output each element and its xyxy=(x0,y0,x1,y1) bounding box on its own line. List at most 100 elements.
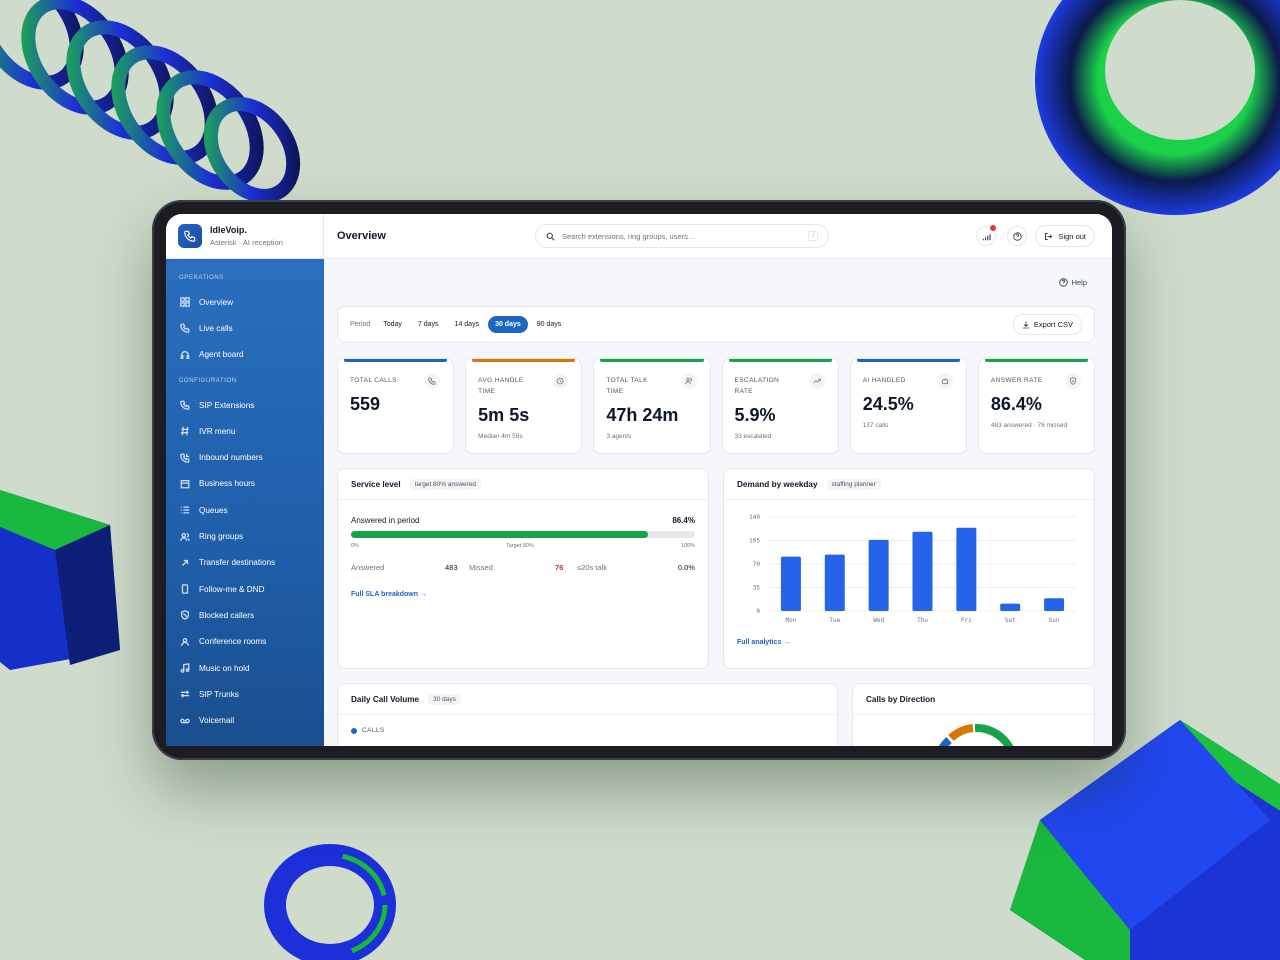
users-icon xyxy=(680,373,697,389)
grid-icon xyxy=(180,297,190,307)
bar-mon[interactable] xyxy=(780,556,801,611)
kpi-avg-handle-time[interactable]: AVG HANDLE TIME 5m 5s Median 4m 59s xyxy=(465,358,583,454)
kpi-answer-rate[interactable]: ANSWER RATE 86.4% 483 answered · 76 miss… xyxy=(977,358,1096,454)
notifications-button[interactable] xyxy=(976,225,996,246)
bar-wed[interactable] xyxy=(868,539,889,611)
tick-0: 0% xyxy=(351,543,359,549)
calendar-icon xyxy=(180,479,190,489)
answered-in-period-value: 86.4% xyxy=(672,516,695,525)
sidebar-item-transfer-destinations[interactable]: Transfer destinations xyxy=(166,550,324,576)
sidebar-item-inbound-numbers[interactable]: Inbound numbers xyxy=(166,444,324,470)
user-group-icon xyxy=(181,637,189,646)
main-content: Overview Search extensions, ring groups,… xyxy=(324,214,1112,746)
period-14-days[interactable]: 14 days xyxy=(454,321,480,328)
kpi-sub: Median 4m 59s xyxy=(478,433,523,440)
export-csv-button[interactable]: Export CSV xyxy=(1012,314,1082,335)
missed-label: Missed xyxy=(469,563,493,572)
x-tick-label: Mon xyxy=(786,617,797,624)
kpi-label: ANSWER RATE xyxy=(990,377,1043,384)
sidebar-item-overview[interactable]: Overview xyxy=(166,289,324,315)
period-30-days[interactable]: 30 days xyxy=(488,316,528,333)
donut-segment-outbound xyxy=(938,737,952,746)
sidebar-item-live-calls[interactable]: Live calls xyxy=(166,315,324,341)
phone-call-icon xyxy=(180,324,190,334)
help-link[interactable]: Help xyxy=(1058,278,1087,287)
period-90-days[interactable]: 90 days xyxy=(536,321,562,328)
page-title: Overview xyxy=(337,230,386,242)
sidebar-item-sip-trunks[interactable]: SIP Trunks xyxy=(166,681,324,707)
smartphone-icon xyxy=(181,584,189,594)
help-icon-button[interactable] xyxy=(1007,226,1027,246)
sidebar-item-queues[interactable]: Queues xyxy=(166,497,324,523)
sign-out-label: Sign out xyxy=(1058,231,1086,241)
kpi-total-calls[interactable]: TOTAL CALLS 559 xyxy=(337,358,455,454)
y-tick-label: 105 xyxy=(749,538,760,545)
kpi-escalation-rate[interactable]: ESCALATION RATE 5.9% 33 escalated xyxy=(721,358,839,454)
sidebar-item-label: Blocked callers xyxy=(199,610,255,620)
calls-by-direction-card: Calls by Direction xyxy=(852,683,1095,746)
app-screen: IdleVoip. Asterisk · AI reception OPERAT… xyxy=(166,214,1112,746)
legend-label: CALLS xyxy=(362,727,385,734)
search-input[interactable]: Search extensions, ring groups, users… / xyxy=(535,224,829,248)
full-analytics-link[interactable]: Full analytics → xyxy=(737,639,791,646)
nav-section-configuration: CONFIGURATION xyxy=(179,377,237,384)
sidebar-item-ring-groups[interactable]: Ring groups xyxy=(166,523,324,549)
trending-up-icon xyxy=(808,373,825,389)
bar-fri[interactable] xyxy=(956,527,977,611)
full-sla-breakdown-link[interactable]: Full SLA breakdown → xyxy=(351,591,427,598)
bar-tue[interactable] xyxy=(824,554,845,611)
card-title: Demand by weekday xyxy=(737,479,818,489)
kpi-sub: 483 answered · 76 missed xyxy=(990,422,1068,429)
sidebar-item-agent-board[interactable]: Agent board xyxy=(166,342,324,368)
sidebar-item-conference-rooms[interactable]: Conference rooms xyxy=(166,629,324,655)
brand-subtitle: Asterisk · AI reception xyxy=(210,238,283,247)
sidebar-item-follow-me-dnd[interactable]: Follow-me & DND xyxy=(166,576,324,602)
answered-in-period-label: Answered in period xyxy=(351,516,420,525)
sidebar-item-ivr-menu[interactable]: IVR menu xyxy=(166,418,324,444)
sidebar-item-sip-extensions[interactable]: SIP Extensions xyxy=(166,392,324,418)
kpi-ai-handled[interactable]: AI HANDLED 24.5% 137 calls xyxy=(849,358,967,454)
kpi-value: 47h 24m xyxy=(606,405,679,425)
bar-thu[interactable] xyxy=(912,531,933,611)
sidebar-nav: OPERATIONS Overview Live calls Agent boa… xyxy=(166,259,324,746)
kpi-total-talk-time[interactable]: TOTAL TALK TIME 47h 24m 3 agents xyxy=(593,358,711,454)
answered-value: 483 xyxy=(445,563,458,572)
kpi-label: AI HANDLED xyxy=(862,377,906,384)
kpi-accent-bar xyxy=(856,359,960,362)
sidebar-item-label: Ring groups xyxy=(199,532,244,542)
hash-icon xyxy=(180,427,189,436)
service-level-card: Service level target 80% answered Answer… xyxy=(337,468,709,669)
talk-label: ≤20s talk xyxy=(577,563,607,572)
bar-sat[interactable] xyxy=(1000,603,1021,611)
arrow-up-right-icon xyxy=(182,559,189,566)
y-tick-label: 35 xyxy=(753,585,761,592)
answered-label: Answered xyxy=(351,563,385,572)
topbar: Overview Search extensions, ring groups,… xyxy=(324,214,1112,259)
sidebar-item-music-on-hold[interactable]: Music on hold xyxy=(166,655,324,681)
calls-legend: CALLS xyxy=(338,727,837,734)
search-icon xyxy=(546,232,555,241)
bar-sun[interactable] xyxy=(1044,598,1065,611)
period-label: Period xyxy=(350,321,371,328)
period-today[interactable]: Today xyxy=(383,321,402,328)
card-tag: staffing planner xyxy=(826,478,881,490)
brand[interactable]: IdleVoip. Asterisk · AI reception xyxy=(166,214,324,259)
period-7-days[interactable]: 7 days xyxy=(417,321,439,328)
sidebar-item-business-hours[interactable]: Business hours xyxy=(166,471,324,497)
sign-out-button[interactable]: Sign out xyxy=(1035,225,1095,247)
x-tick-label: Wed xyxy=(873,617,884,624)
sidebar-item-voicemail[interactable]: Voicemail xyxy=(166,707,324,733)
tick-100: 100% xyxy=(680,543,695,549)
x-tick-label: Thu xyxy=(917,617,928,624)
kpi-sub: 33 escalated xyxy=(734,433,772,440)
download-icon xyxy=(1022,321,1029,328)
kpi-accent-bar xyxy=(984,359,1089,362)
sidebar-item-label: Follow-me & DND xyxy=(199,584,265,594)
sidebar-item-label: Conference rooms xyxy=(199,637,267,647)
direction-donut xyxy=(938,724,1014,746)
kpi-sub: 3 agents xyxy=(606,433,632,440)
log-out-icon xyxy=(1045,232,1053,240)
list-icon xyxy=(180,506,190,514)
headset-icon xyxy=(180,350,190,359)
sidebar-item-blocked-callers[interactable]: Blocked callers xyxy=(166,602,324,628)
